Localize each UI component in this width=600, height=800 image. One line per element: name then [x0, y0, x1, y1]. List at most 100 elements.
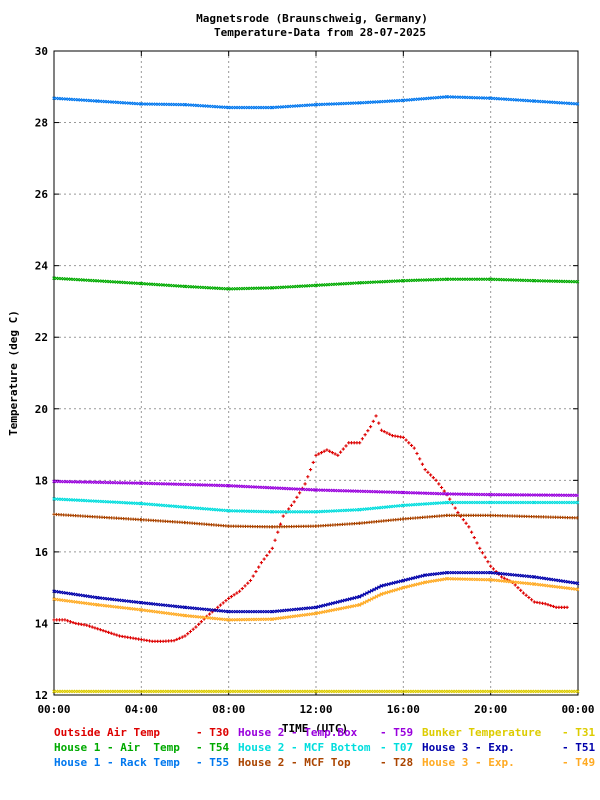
- data-point: [150, 639, 154, 643]
- data-point: [191, 627, 195, 631]
- legend-sensor-code: - T30: [196, 726, 230, 739]
- data-point: [546, 603, 550, 607]
- data-series: [52, 95, 580, 694]
- data-point: [352, 441, 356, 445]
- data-point: [68, 620, 72, 624]
- data-point: [404, 438, 408, 442]
- data-point: [289, 503, 294, 507]
- legend-sensor-code: - T07: [380, 741, 414, 754]
- data-point: [398, 586, 403, 591]
- data-point: [372, 595, 376, 600]
- data-point: [415, 582, 420, 586]
- data-point: [330, 451, 334, 455]
- data-point: [331, 608, 335, 612]
- data-point: [333, 600, 338, 605]
- data-point: [394, 580, 398, 585]
- data-point: [177, 636, 182, 640]
- data-point: [333, 452, 337, 456]
- data-point: [343, 598, 347, 603]
- data-point: [104, 629, 108, 634]
- data-point: [575, 493, 579, 498]
- data-point: [360, 593, 364, 598]
- data-point: [396, 579, 401, 584]
- data-point: [319, 610, 323, 615]
- legend-label: House 1 - Rack Temp: [54, 756, 180, 769]
- data-point: [382, 583, 386, 588]
- data-point: [338, 599, 342, 604]
- data-point: [246, 581, 250, 585]
- data-point: [365, 591, 369, 595]
- y-axis-label: Temperature (deg C): [7, 310, 20, 436]
- data-point: [287, 507, 291, 511]
- data-point: [480, 551, 485, 555]
- data-point: [385, 431, 389, 435]
- legend-sensor-code: - T31: [562, 726, 596, 739]
- data-point: [273, 538, 277, 542]
- data-point: [399, 435, 403, 439]
- data-point: [345, 597, 350, 602]
- data-point: [341, 447, 345, 451]
- data-point: [207, 612, 212, 616]
- data-point: [298, 491, 302, 495]
- data-point: [554, 605, 558, 609]
- data-point: [93, 626, 97, 630]
- data-point: [338, 606, 342, 611]
- data-point: [243, 584, 247, 588]
- data-point: [164, 639, 168, 643]
- data-point: [221, 601, 225, 605]
- data-point: [575, 689, 580, 694]
- data-point: [368, 425, 373, 429]
- data-point: [338, 450, 343, 454]
- data-point: [335, 607, 340, 611]
- x-tick-label: 00:00: [37, 703, 70, 716]
- legend-label: House 1 - Air Temp: [54, 741, 180, 754]
- data-point: [232, 593, 236, 597]
- data-point: [76, 622, 81, 626]
- data-point: [423, 468, 427, 472]
- data-point: [369, 588, 374, 593]
- data-point: [453, 506, 457, 510]
- data-point: [349, 441, 354, 445]
- data-point: [117, 634, 122, 638]
- data-point: [138, 481, 143, 485]
- data-point: [516, 586, 520, 590]
- data-point: [276, 530, 280, 534]
- data-point: [355, 603, 359, 608]
- data-point: [340, 599, 345, 603]
- data-point: [331, 601, 335, 606]
- data-point: [575, 102, 580, 106]
- data-point: [194, 625, 198, 629]
- data-point: [377, 585, 381, 589]
- data-point: [396, 587, 401, 591]
- data-point: [401, 578, 406, 583]
- data-point: [369, 597, 374, 601]
- data-point: [134, 637, 138, 641]
- data-point: [401, 435, 405, 439]
- data-point: [169, 639, 173, 643]
- data-point: [363, 433, 367, 437]
- data-point: [145, 638, 149, 643]
- data-point: [560, 605, 564, 609]
- data-point: [180, 635, 184, 639]
- data-point: [71, 620, 75, 625]
- data-point: [431, 476, 435, 480]
- data-point: [532, 600, 536, 604]
- data-point: [161, 639, 165, 643]
- data-point: [562, 605, 566, 609]
- data-point: [472, 535, 476, 540]
- data-point: [519, 588, 523, 592]
- data-point: [343, 605, 347, 610]
- data-point: [411, 583, 415, 588]
- data-point: [82, 623, 86, 627]
- data-point: [262, 557, 266, 561]
- data-point: [323, 603, 328, 607]
- data-point: [138, 281, 143, 286]
- data-point: [259, 561, 264, 565]
- data-point: [367, 598, 372, 602]
- data-point: [126, 635, 130, 639]
- data-point: [328, 608, 333, 613]
- x-tick-label: 16:00: [387, 703, 420, 716]
- data-point: [63, 618, 67, 622]
- data-point: [131, 636, 135, 640]
- legend-label: House 2 - MCF Top: [238, 756, 351, 769]
